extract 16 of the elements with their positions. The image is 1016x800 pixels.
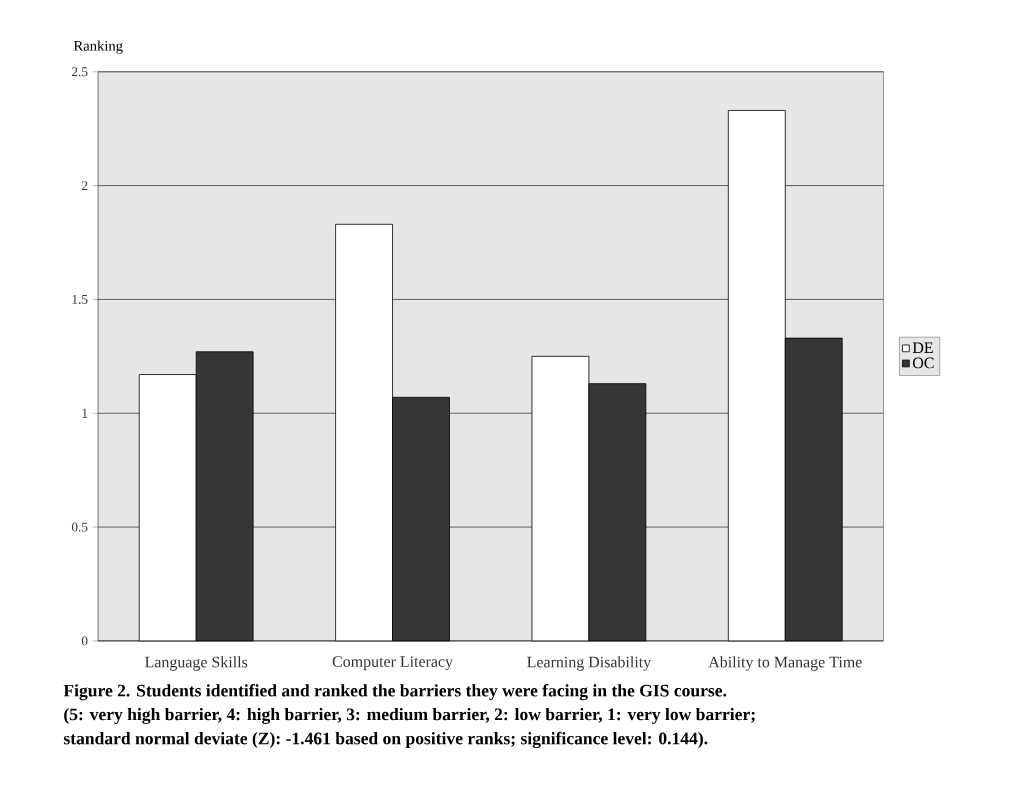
legend-label: OC	[912, 357, 934, 369]
caption: Figure 2. Students identified and ranked the barriers they were facing in the GIS course.	[63, 683, 727, 701]
x-tick-label: Language Skills	[145, 656, 248, 671]
x-tick-label: Ability to Manage Time	[708, 656, 862, 671]
y-tick-label: 2	[81, 181, 88, 190]
text: (5: very high barrier, 4: high barrier, 3: medium barrier, 2: low barrier, 1: very low barrier;	[64, 707, 755, 724]
y-tick-label: 1	[82, 408, 88, 418]
x-tick-label: Computer Literacy	[332, 656, 453, 671]
y-tick-label: 0.5	[71, 522, 88, 532]
y-tick-label: 1.5	[72, 294, 88, 304]
text: standard normal deviate (Z): -1.461 based on positive ranks; significance level: 0.144).	[63, 731, 708, 748]
legend-label: DE	[912, 342, 933, 353]
y-axis-title: Ranking	[73, 40, 123, 54]
y-tick-label: 2.5	[71, 67, 88, 77]
x-tick-label: Learning Disability	[527, 656, 652, 671]
y-tick-label: 0	[81, 636, 88, 646]
